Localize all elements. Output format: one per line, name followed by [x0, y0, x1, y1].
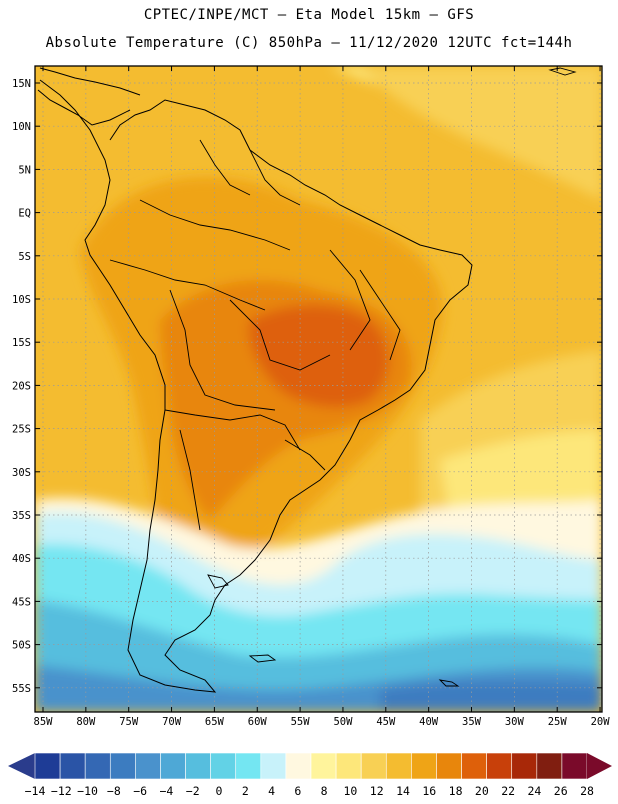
axis-ticks [35, 66, 602, 712]
colorbar-label: 14 [396, 784, 410, 798]
colorbar-label: 12 [370, 784, 384, 798]
colorbar-label: −14 [25, 784, 46, 798]
lat-label: EQ [18, 208, 31, 220]
colorbar-cell [285, 752, 312, 780]
colorbar-cells [34, 752, 588, 780]
map-graticule [35, 66, 602, 712]
lat-label: 50S [12, 640, 31, 652]
colorbar-cell [84, 752, 111, 780]
lon-label: 75W [119, 716, 139, 728]
colorbar-label: 20 [475, 784, 489, 798]
colorbar-label: 22 [501, 784, 515, 798]
colorbar-high-arrow [587, 753, 612, 779]
lat-label: 5S [18, 251, 31, 263]
colorbar-label: 18 [449, 784, 463, 798]
colorbar-label: 26 [554, 784, 568, 798]
lon-label: 70W [162, 716, 182, 728]
lon-label: 40W [419, 716, 439, 728]
latitude-labels: 15N 10N 5N EQ 5S 10S 15S 20S 25S 30S 35S 40S 45S 50S 5… [12, 78, 31, 695]
lat-label: 55S [12, 683, 31, 695]
country-borders [109, 139, 401, 531]
colorbar-label: −10 [77, 784, 98, 798]
colorbar-label: 2 [242, 784, 249, 798]
colorbar-cell [385, 752, 412, 780]
lat-label: 5N [18, 164, 31, 176]
colorbar-cell [486, 752, 513, 780]
lon-label: 35W [462, 716, 482, 728]
colorbar-cell [335, 752, 362, 780]
lat-label: 15N [12, 78, 31, 90]
lon-label: 45W [376, 716, 396, 728]
colorbar-cell [260, 752, 287, 780]
lat-label: 10S [12, 294, 31, 306]
lat-label: 45S [12, 596, 31, 608]
lat-label: 10N [12, 121, 31, 133]
colorbar-label: 28 [580, 784, 594, 798]
colorbar-label: −6 [133, 784, 147, 798]
colorbar-label: 6 [294, 784, 301, 798]
colorbar-label: 24 [527, 784, 541, 798]
colorbar-label: 16 [422, 784, 436, 798]
lon-label: 60W [248, 716, 268, 728]
south-america-coastline [39, 79, 473, 693]
lon-label: 20W [591, 716, 611, 728]
colorbar-cell [511, 752, 538, 780]
colorbar-cell [185, 752, 211, 780]
colorbar-cell [34, 752, 61, 780]
lon-label: 50W [333, 716, 353, 728]
colorbar-low-arrow [8, 753, 35, 779]
colorbar-label: −4 [159, 784, 173, 798]
map-title-model: CPTEC/INPE/MCT – Eta Model 15km – GFS [143, 7, 475, 23]
lon-label: 65W [205, 716, 225, 728]
lon-label: 55W [291, 716, 311, 728]
colorbar-labels: −14 −12 −10 −8 −6 −4 −2 0 2 4 6 8 10 12 14 16 18 20 22 24 26… [25, 784, 594, 798]
colorbar-label: 4 [268, 784, 275, 798]
colorbar-cell [210, 752, 237, 780]
colorbar-cell [536, 752, 563, 780]
colorbar-cell [436, 752, 462, 780]
colorbar-label: 8 [321, 784, 328, 798]
colorbar-cell [109, 752, 136, 780]
islands [207, 67, 577, 687]
colorbar-cell [59, 752, 86, 780]
lon-label: 80W [76, 716, 96, 728]
colorbar-cell [235, 752, 262, 780]
colorbar-cell [160, 752, 186, 780]
colorbar-cell [561, 752, 588, 780]
lat-label: 30S [12, 467, 31, 479]
lat-label: 25S [12, 424, 31, 436]
hot-core [249, 305, 389, 408]
lat-label: 40S [12, 553, 31, 565]
colorbar-label: −12 [51, 784, 72, 798]
colorbar-label: 10 [343, 784, 357, 798]
colorbar-cell [310, 752, 337, 780]
caribbean-coast [39, 67, 141, 96]
lon-label: 25W [548, 716, 568, 728]
colorbar-cell [135, 752, 161, 780]
colorbar-cell [461, 752, 487, 780]
map-frame [34, 65, 603, 713]
longitude-labels: 85W 80W 75W 70W 65W 60W 55W 50W 45W 40W 35W 30W 25W 2… [34, 716, 611, 728]
colorbar-cell [411, 752, 437, 780]
map-title-variable: Absolute Temperature (C) 850hPa – 11/12/… [45, 35, 573, 51]
temperature-field [35, 66, 602, 712]
colorbar-label: 0 [216, 784, 223, 798]
central-america-coast [37, 89, 131, 126]
colorbar-label: −8 [107, 784, 121, 798]
lon-label: 85W [34, 716, 54, 728]
colorbar-cell [360, 752, 387, 780]
cold-deeper-band [380, 681, 602, 712]
lat-label: 15S [12, 337, 31, 349]
lat-label: 35S [12, 510, 31, 522]
colorbar-label: −2 [186, 784, 200, 798]
lon-label: 30W [505, 716, 525, 728]
temperature-colorbar: −14 −12 −10 −8 −6 −4 −2 0 2 4 6 8 10 12 14 16 18 20 22 24 26… [8, 752, 612, 798]
lat-label: 20S [12, 380, 31, 392]
north-mid-band [360, 66, 602, 200]
